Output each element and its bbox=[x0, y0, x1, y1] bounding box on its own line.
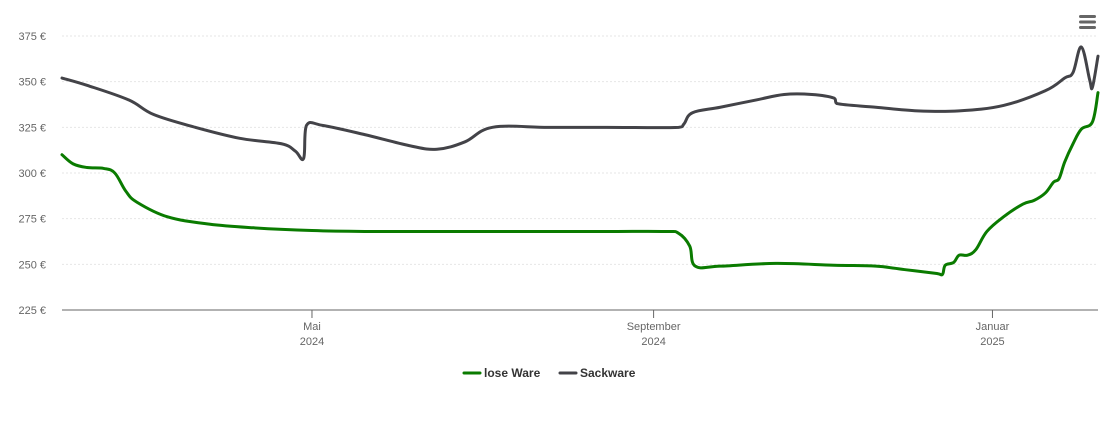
series-line-0[interactable] bbox=[60, 91, 1100, 277]
series-line-1[interactable] bbox=[60, 45, 1100, 162]
series-area bbox=[60, 45, 1100, 277]
y-tick-label: 350 € bbox=[18, 77, 46, 89]
x-tick-month-label: Mai bbox=[303, 321, 321, 333]
legend: lose Ware Sackware bbox=[462, 366, 636, 380]
legend-item[interactable]: lose Ware bbox=[462, 366, 541, 380]
x-tick-month-label: Januar bbox=[976, 321, 1010, 333]
y-axis: 225 € 250 € 275 € 300 € 325 € 350 € 375 € bbox=[18, 31, 46, 317]
x-tick-year-label: 2024 bbox=[641, 336, 665, 348]
chart-menu-button[interactable] bbox=[1078, 14, 1098, 30]
y-tick-label: 250 € bbox=[18, 259, 46, 271]
legend-item[interactable]: Sackware bbox=[558, 366, 636, 380]
hamburger-menu-icon bbox=[1079, 15, 1096, 29]
y-tick-label: 225 € bbox=[18, 305, 46, 317]
legend-label: Sackware bbox=[580, 366, 636, 380]
x-tick-year-label: 2024 bbox=[300, 336, 324, 348]
x-tick-month-label: September bbox=[627, 321, 681, 333]
y-tick-label: 275 € bbox=[18, 214, 46, 226]
y-tick-label: 325 € bbox=[18, 122, 46, 134]
y-tick-label: 375 € bbox=[18, 31, 46, 43]
x-tick-year-label: 2025 bbox=[980, 336, 1004, 348]
x-axis: Mai 2024 September 2024 Januar 2025 bbox=[62, 309, 1098, 348]
legend-label: lose Ware bbox=[484, 366, 541, 380]
y-tick-label: 300 € bbox=[18, 168, 46, 180]
